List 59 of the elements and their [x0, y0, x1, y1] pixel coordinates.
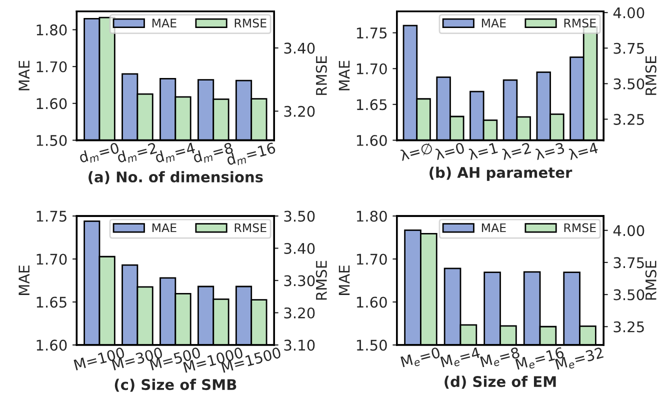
y2-tick-label: 4.00 — [613, 7, 644, 18]
legend-label: MAE — [152, 18, 176, 28]
y2-tick-label: 3.20 — [284, 307, 315, 318]
legend-label: MAE — [482, 18, 506, 28]
y-axis-title: MAE — [338, 60, 350, 90]
y2-tick-label: 3.10 — [284, 340, 315, 351]
y2-tick-label: 3.40 — [284, 42, 315, 54]
y-axis-title: MAE — [338, 266, 350, 295]
x-tick-label: λ=1 — [468, 142, 498, 160]
y2-tick-label: 3.50 — [284, 210, 315, 222]
y-tick-label: 1.70 — [36, 254, 67, 265]
x-tick-label: M$_{e}$=0 — [400, 346, 442, 370]
x-axis-title: (a) No. of dimensions — [88, 171, 263, 184]
y2-tick-label: 3.20 — [284, 106, 315, 117]
y-axis-title: MAE — [18, 266, 30, 295]
y-tick-label: 1.50 — [36, 134, 67, 146]
y-tick-label: 1.60 — [356, 296, 387, 308]
y2-tick-label: 3.30 — [284, 275, 315, 286]
x-tick-label: λ=3 — [534, 142, 565, 160]
legend-label: MAE — [152, 223, 176, 232]
y-tick-label: 1.60 — [36, 98, 67, 110]
y-tick-label: 1.75 — [356, 28, 387, 39]
legend-label: RMSE — [564, 223, 596, 232]
x-tick-label: λ=4 — [568, 142, 598, 160]
y-tick-label: 1.60 — [36, 340, 67, 351]
legend-label: RMSE — [564, 18, 596, 28]
x-tick-label: λ=∅ — [399, 142, 434, 162]
x-axis-title: (d) Size of EM — [444, 376, 556, 389]
y2-tick-label: 3.75 — [614, 42, 644, 54]
y2-tick-label: 3.25 — [614, 114, 644, 125]
y-tick-label: 1.60 — [356, 134, 387, 146]
legend-label: RMSE — [234, 223, 266, 232]
y2-tick-label: 3.40 — [284, 242, 315, 254]
y-tick-label: 1.65 — [356, 99, 387, 110]
legend-label: MAE — [482, 223, 506, 232]
y-tick-label: 1.80 — [356, 210, 387, 222]
y2-axis-title: RMSE — [645, 260, 656, 300]
y2-axis-title: RMSE — [645, 56, 656, 95]
y-axis-title: MAE — [18, 60, 30, 90]
x-tick-label: λ=0 — [434, 142, 465, 160]
x-axis-title: (b) AH parameter — [430, 166, 572, 181]
y-tick-label: 1.65 — [36, 296, 66, 308]
y2-axis-title: RMSE — [316, 56, 327, 95]
y2-tick-label: 3.50 — [614, 78, 644, 90]
x-axis-title: (c) Size of SMB — [114, 378, 236, 392]
y2-tick-label: 4.00 — [613, 225, 644, 236]
x-tick-label: λ=2 — [500, 142, 532, 160]
y2-axis-title: RMSE — [316, 260, 327, 300]
y2-tick-label: 3.50 — [614, 289, 644, 300]
y-tick-label: 1.70 — [356, 254, 387, 265]
y-tick-label: 1.80 — [36, 24, 67, 36]
y2-tick-label: 3.75 — [614, 257, 644, 268]
x-tick-label: M$_{e}$=4 — [440, 347, 482, 370]
y2-tick-label: 3.25 — [614, 321, 644, 332]
legend-label: RMSE — [234, 18, 266, 28]
y-tick-label: 1.50 — [356, 340, 387, 351]
y-tick-label: 1.75 — [36, 210, 66, 222]
y-tick-label: 1.70 — [356, 63, 387, 74]
y-tick-label: 1.70 — [36, 61, 67, 72]
